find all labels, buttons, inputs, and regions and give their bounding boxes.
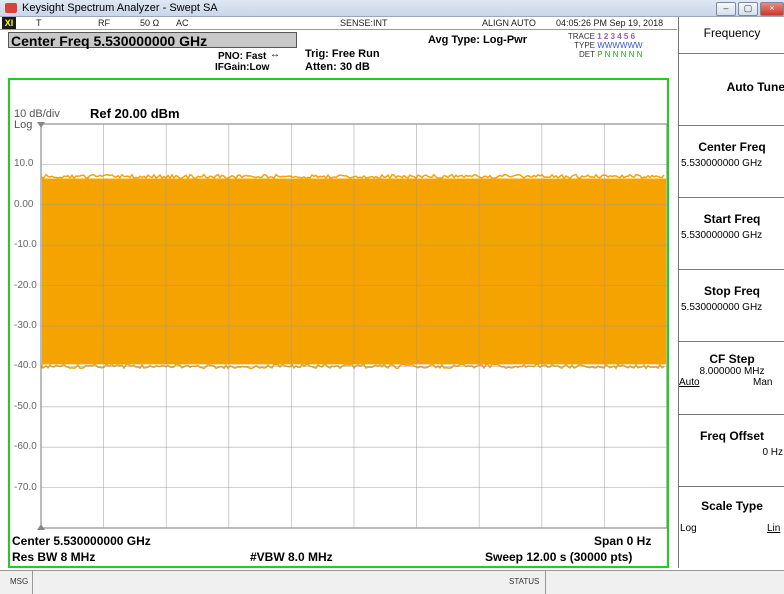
det-vals: P N N N N N <box>597 50 643 59</box>
trace-top-edge <box>41 173 665 180</box>
coupling-label: AC <box>176 18 189 28</box>
x-marker: XI <box>2 17 16 29</box>
msg-label: MSG <box>10 577 29 586</box>
datetime-label: 04:05:26 PM Sep 19, 2018 <box>556 18 664 28</box>
vbw-footer: #VBW 8.0 MHz <box>250 550 333 564</box>
impedance-label: 50 Ω <box>140 18 160 28</box>
pno-label: PNO: Fast <box>218 51 267 62</box>
trace-t-label: T <box>36 18 42 28</box>
scale-type-log: Log <box>680 523 697 534</box>
close-button[interactable]: × <box>760 2 784 16</box>
scale-type-lin: Lin <box>767 523 781 534</box>
cf-step-key[interactable]: CF Step 8.000000 MHz Auto Man <box>679 341 784 415</box>
ref-marker-icon <box>37 122 45 128</box>
type-vals: WWWWWW <box>597 41 643 50</box>
window-titlebar: Keysight Spectrum Analyzer - Swept SA – … <box>0 0 784 17</box>
trace-bottom-edge <box>41 363 665 370</box>
span-footer: Span 0 Hz <box>594 534 652 548</box>
center-freq-footer: Center 5.530000000 GHz <box>12 534 151 548</box>
message-bar: MSG STATUS <box>0 570 784 594</box>
res-bw-footer: Res BW 8 MHz <box>12 550 96 564</box>
cf-step-man: Man <box>753 377 773 388</box>
freq-offset-key[interactable]: Freq Offset 0 Hz <box>679 414 784 487</box>
softkey-panel: Frequency Auto Tune Center Freq 5.530000… <box>678 17 784 569</box>
trace-nums: 1 2 3 4 5 6 <box>597 32 636 41</box>
y-axis-label: -50.0 <box>14 400 37 412</box>
align-label: ALIGN AUTO <box>482 18 536 28</box>
spectrum-display[interactable]: 10 dB/div Ref 20.00 dBm Log 10.0 0.00 -10.… <box>8 78 669 568</box>
trace-label: TRACE <box>567 32 595 41</box>
rf-label: RF <box>98 18 110 28</box>
sense-label: SENSE:INT <box>340 18 388 28</box>
y-axis-label: 0.00 <box>14 198 34 210</box>
trace-info: TRACE 1 2 3 4 5 6 TYPE WWWWWW DET P N N … <box>555 32 643 59</box>
y-axis-label: -60.0 <box>14 441 37 453</box>
status-label: STATUS <box>509 577 540 586</box>
stop-freq-key[interactable]: Stop Freq 5.530000000 GHz <box>679 269 784 342</box>
y-axis-label: -10.0 <box>14 239 37 251</box>
y-axis-label: -30.0 <box>14 320 37 331</box>
window-title: Keysight Spectrum Analyzer - Swept SA <box>22 2 218 14</box>
y-axis-label: -40.0 <box>14 360 37 372</box>
trig-label: Trig: Free Run <box>305 48 380 60</box>
start-freq-key[interactable]: Start Freq 5.530000000 GHz <box>679 197 784 270</box>
y-axis-label: 10.0 <box>14 158 34 170</box>
type-label: TYPE <box>574 41 595 50</box>
atten-label: Atten: 30 dB <box>305 61 370 73</box>
center-freq-key[interactable]: Center Freq 5.530000000 GHz <box>679 125 784 198</box>
menu-title: Frequency <box>679 17 784 53</box>
bottom-marker-icon <box>37 524 45 530</box>
measurement-info-area: Center Freq 5.530000000 GHz PNO: Fast ↔ … <box>0 30 677 78</box>
avg-type-label: Avg Type: Log-Pwr <box>428 34 527 46</box>
app-icon <box>5 3 17 13</box>
scale-type-key[interactable]: Scale Type Log Lin <box>679 486 784 569</box>
trace-plot <box>37 122 667 530</box>
scale-label: 10 dB/div <box>14 108 60 120</box>
arrow-icon: ↔ <box>270 49 280 60</box>
cf-step-auto: Auto <box>679 377 700 388</box>
y-axis-label: -70.0 <box>14 481 37 493</box>
det-label: DET <box>579 50 595 59</box>
y-axis-label: -20.0 <box>14 279 37 291</box>
log-label: Log <box>14 119 33 131</box>
maximize-button[interactable]: ▢ <box>738 2 758 16</box>
center-freq-display[interactable]: Center Freq 5.530000000 GHz <box>8 32 297 49</box>
sweep-footer: Sweep 12.00 s (30000 pts) <box>485 550 633 564</box>
annotation-status-row: XI T RF 50 Ω AC SENSE:INT ALIGN AUTO 04:… <box>0 17 677 30</box>
ref-level-label: Ref 20.00 dBm <box>90 106 180 121</box>
minimize-button[interactable]: – <box>716 2 736 16</box>
auto-tune-key[interactable]: Auto Tune <box>679 53 784 126</box>
ifgain-label: IFGain:Low <box>215 62 270 73</box>
